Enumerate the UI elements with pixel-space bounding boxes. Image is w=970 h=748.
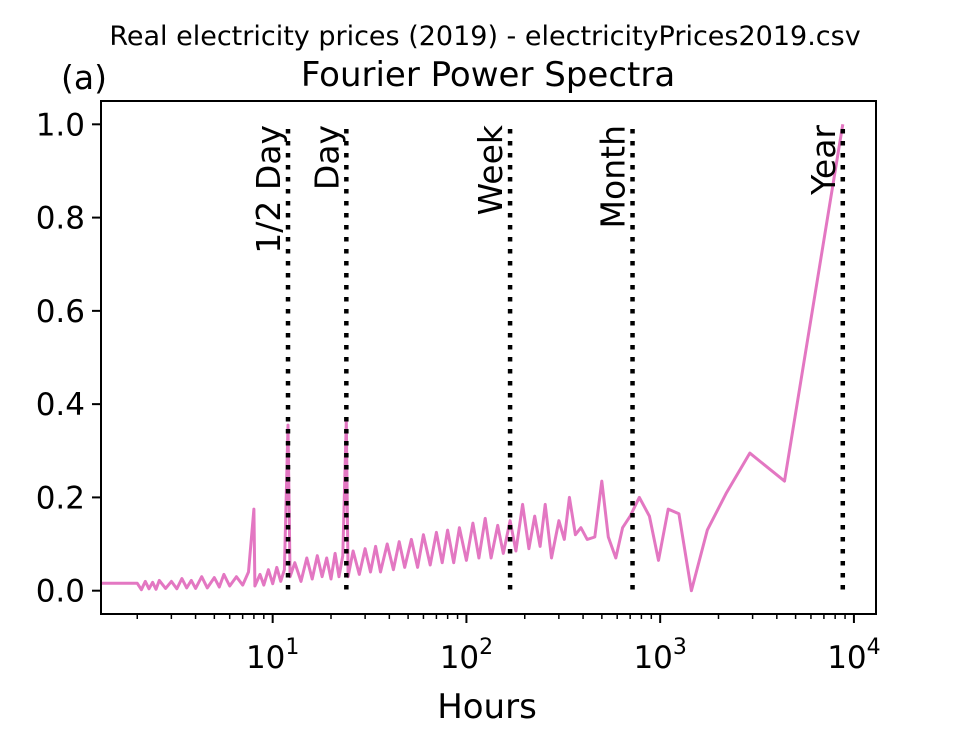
y-tick-label: 0.4 (36, 387, 85, 423)
y-tick-label: 1.0 (36, 107, 85, 143)
x-axis: 101 102 103 104 (136, 614, 881, 676)
x-tick-label: 102 (440, 635, 493, 676)
x-tick-base: 10 (440, 640, 479, 676)
reference-label: Month (594, 125, 633, 228)
x-tick-label: 101 (246, 635, 299, 676)
panel-label: (a) (61, 58, 107, 97)
y-tick-label: 0.8 (36, 201, 85, 237)
reference-label: Day (307, 125, 346, 190)
reference-label: Week (471, 124, 510, 215)
x-axis-label: Hours (437, 687, 537, 727)
x-tick-exponent: 1 (285, 635, 299, 660)
x-tick-exponent: 2 (479, 635, 493, 660)
x-tick-label: 103 (633, 635, 686, 676)
y-tick-label: 0.2 (36, 480, 85, 516)
y-axis: 0.0 0.2 0.4 0.6 0.8 1.0 (36, 107, 101, 610)
plot-area (100, 100, 877, 615)
x-tick-label: 104 (827, 635, 880, 676)
series-line (101, 124, 845, 593)
y-tick-label: 0.6 (36, 294, 85, 330)
x-tick-base: 10 (246, 640, 285, 676)
suptitle: Real electricity prices (2019) - electri… (109, 21, 860, 52)
chart-title: Fourier Power Spectra (301, 55, 675, 95)
x-tick-base: 10 (827, 640, 866, 676)
x-tick-exponent: 4 (867, 635, 881, 660)
x-tick-exponent: 3 (673, 635, 687, 660)
reference-label: Year (804, 125, 843, 196)
y-tick-label: 0.0 (36, 574, 85, 610)
reference-label: 1/2 Day (249, 125, 288, 254)
x-tick-base: 10 (633, 640, 672, 676)
axes-frame (100, 100, 877, 615)
reference-lines: 1/2 Day Day Week Month Year (249, 124, 846, 590)
